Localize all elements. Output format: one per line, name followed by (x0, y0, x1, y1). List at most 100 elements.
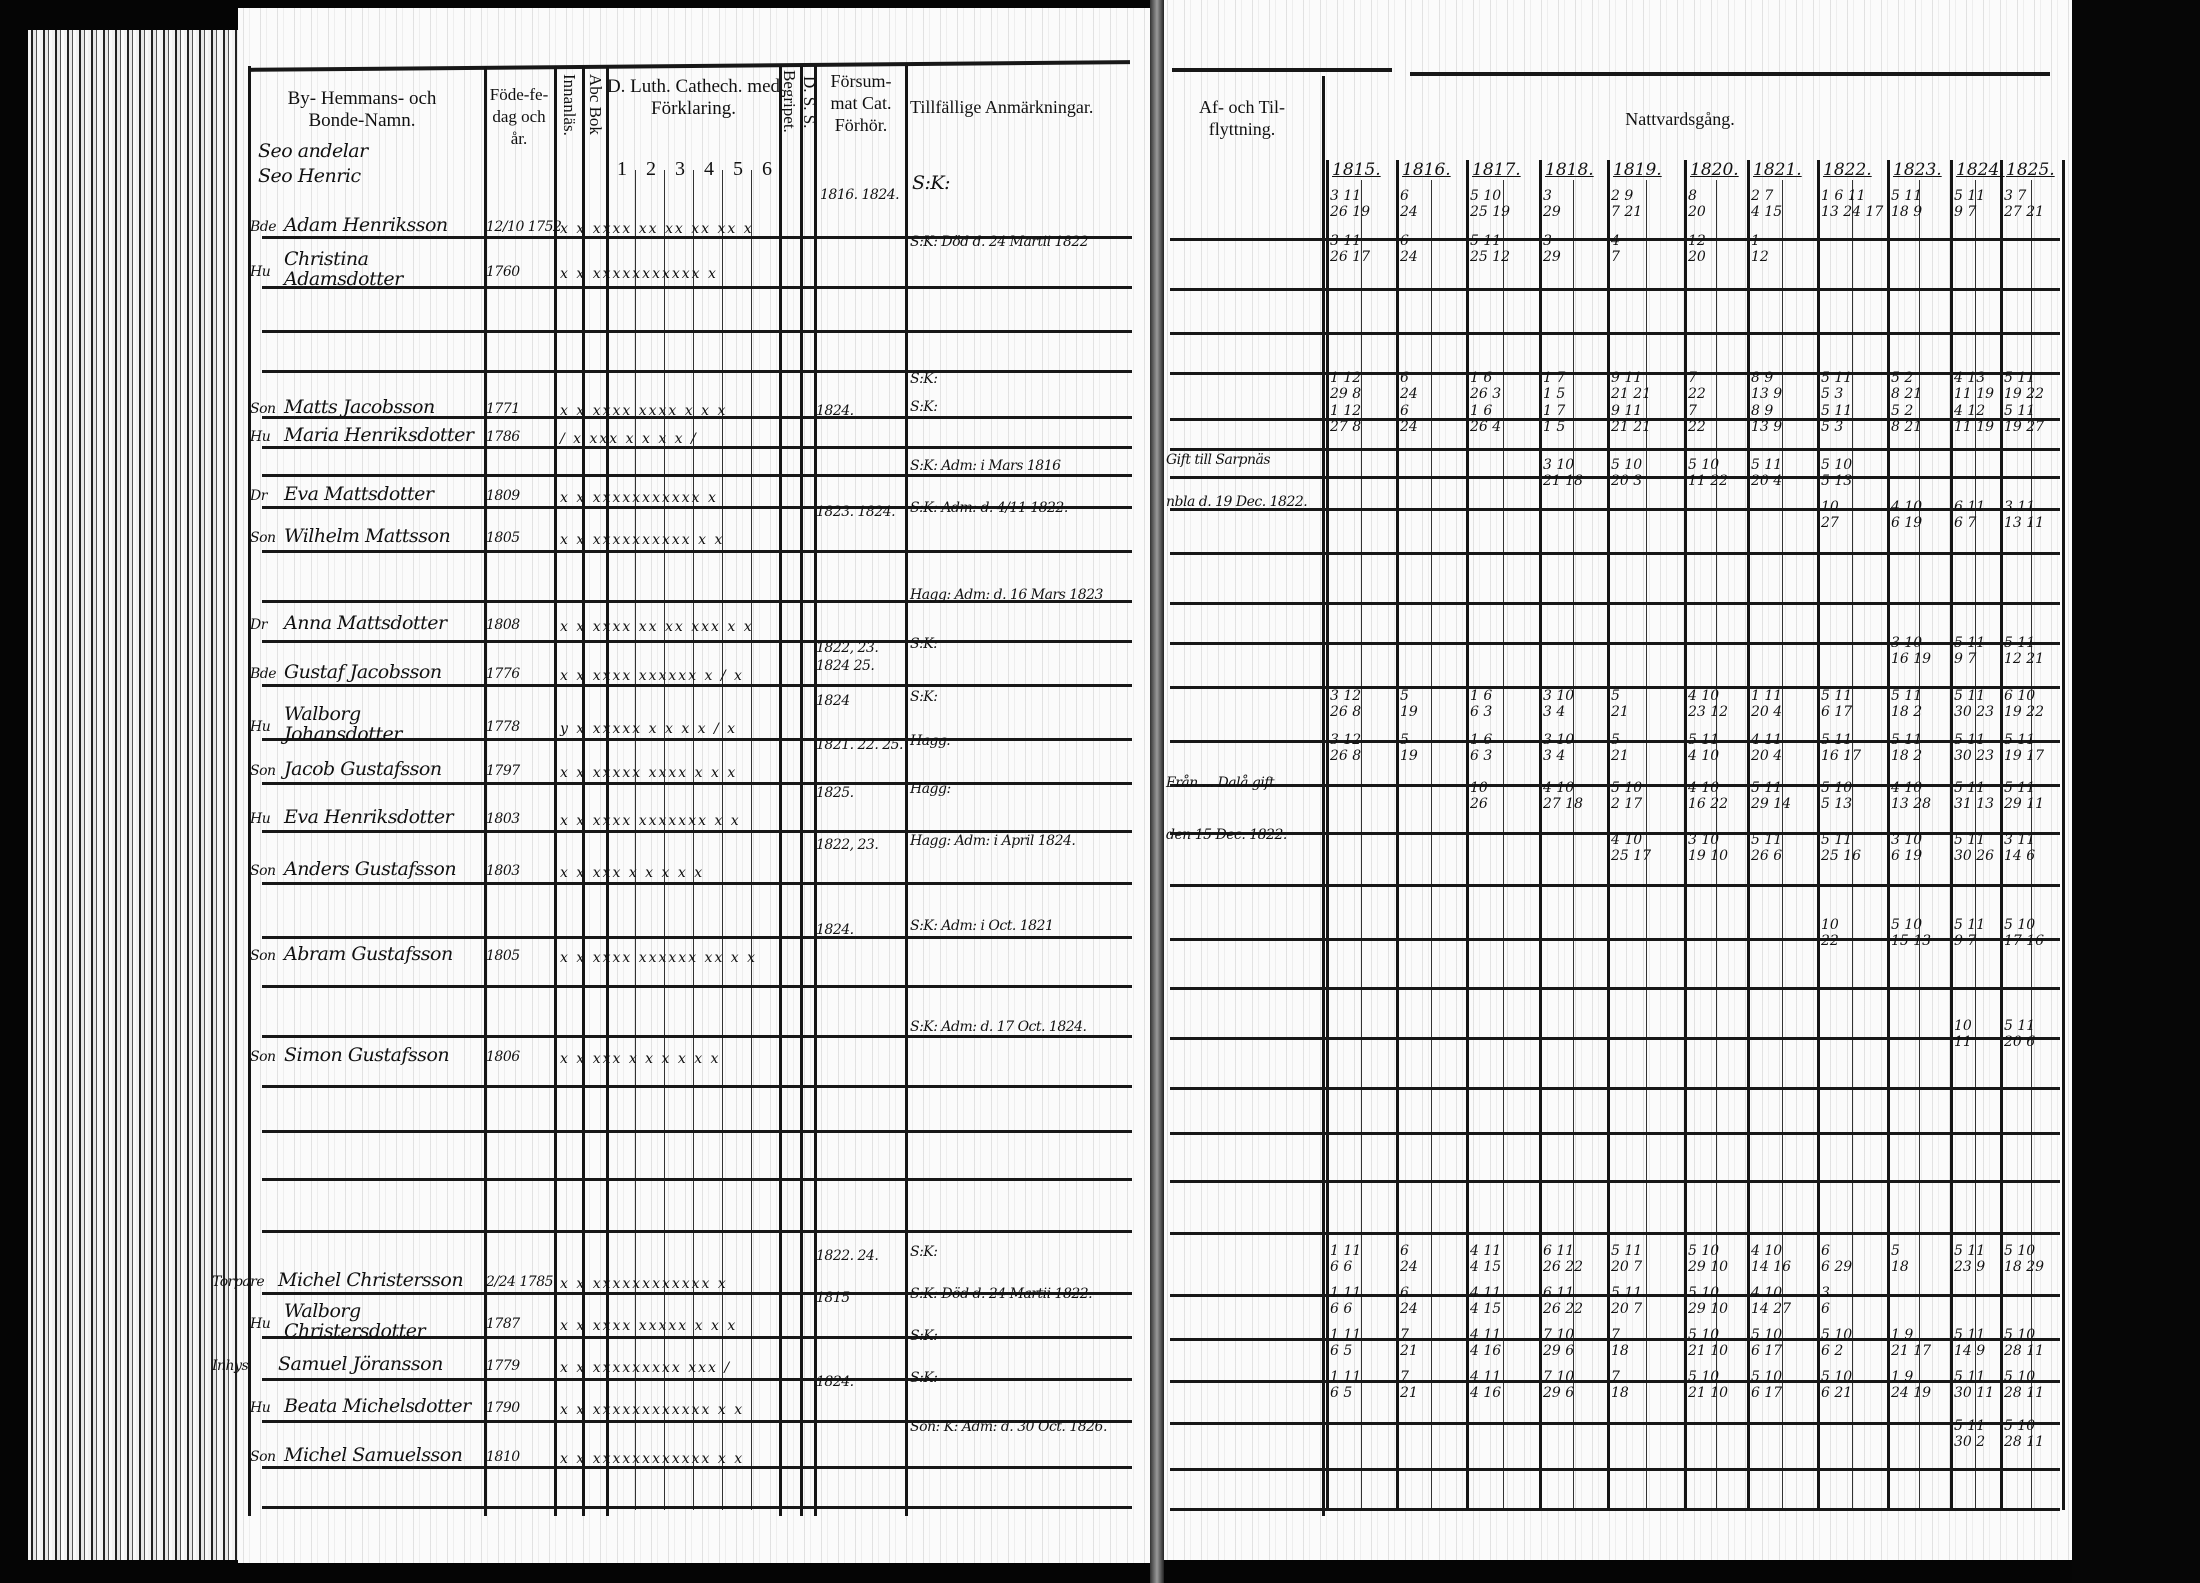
year-header: 1818. (1545, 160, 1594, 180)
communion-date: 5 11 26 6 (1751, 832, 1783, 864)
communion-date: 5 11 14 9 (1954, 1327, 1986, 1359)
communion-date: 4 10 6 19 (1891, 499, 1923, 531)
row-prefix: Hu (250, 811, 271, 827)
reading-marks: x x xxx x x x x x (560, 865, 705, 881)
year-header: 1822. (1823, 160, 1872, 180)
communion-date: 3 11 13 11 (2004, 499, 2045, 531)
header-remarks: Tillfällige Anmärkningar. (910, 97, 1094, 117)
reading-marks: x x xxxxxxxxxxx x (560, 266, 718, 282)
communion-date: 5 10 25 19 (1470, 188, 1511, 220)
communion-date: 1 9 24 19 (1891, 1369, 1932, 1401)
row-rule-right (1170, 602, 2060, 605)
moving-note: nbla d. 19 Dec. 1822. (1166, 494, 1308, 510)
communion-date: 3 29 (1543, 188, 1561, 220)
year-divider (1539, 160, 1542, 1510)
birth-date: 1797 (486, 763, 520, 779)
header-begripet: Begripet. (780, 70, 799, 133)
communion-date: 5 11 20 6 (2004, 1018, 2036, 1050)
year-subdivider (1852, 180, 1853, 1510)
communion-date: 2 9 7 21 (1611, 188, 1643, 220)
row-prefix: Son (250, 1449, 276, 1465)
communion-date: 4 11 4 16 (1470, 1369, 1502, 1401)
communion-date: 5 11 29 11 (2004, 780, 2045, 812)
communion-date: 6 24 (1400, 370, 1418, 402)
communion-date: 1 11 6 5 (1330, 1327, 1362, 1359)
communion-date: 1 6 26 4 (1470, 403, 1502, 435)
right-scan-edge (2072, 0, 2200, 1583)
remark: S:K: (910, 1244, 938, 1260)
catechism-part-number: 5 (733, 158, 743, 180)
communion-date: 3 12 26 8 (1330, 688, 1362, 720)
communion-date: 3 10 19 10 (1688, 832, 1729, 864)
communion-date: 5 10 6 21 (1821, 1369, 1853, 1401)
communion-date: 1 11 6 6 (1330, 1243, 1362, 1275)
row-rule-left (262, 985, 1132, 988)
year-subdivider (1975, 180, 1976, 1510)
person-name: Walborg Christersdotter (284, 1300, 426, 1342)
remark: Hagg: (910, 733, 951, 749)
row-prefix: Son (250, 530, 276, 546)
remark: S:K: (910, 399, 938, 415)
communion-date: 5 11 19 27 (2004, 403, 2045, 435)
person-name: Anna Mattsdotter (284, 612, 447, 634)
catechism-part-number: 6 (762, 158, 772, 180)
communion-date: 6 11 26 22 (1543, 1243, 1584, 1275)
person-name: Samuel Jöransson (278, 1353, 443, 1375)
row-prefix: Son (250, 401, 276, 417)
communion-date: 5 11 19 22 (2004, 370, 2045, 402)
communion-date: 1 12 29 8 (1330, 370, 1362, 402)
communion-date: 5 11 30 11 (1954, 1369, 1995, 1401)
communion-date: 5 11 23 9 (1954, 1243, 1986, 1275)
row-rule-left (262, 1085, 1132, 1088)
communion-date: 5 11 12 21 (2004, 635, 2045, 667)
communion-date: 5 10 28 11 (2004, 1369, 2045, 1401)
communion-date: 3 29 (1543, 233, 1561, 265)
column-divider (814, 66, 817, 1516)
communion-date: 3 10 21 18 (1543, 457, 1584, 489)
communion-date: 7 10 29 6 (1543, 1327, 1575, 1359)
communion-date: 6 24 (1400, 1243, 1418, 1275)
communion-date: 1 6 11 13 24 17 (1821, 188, 1884, 220)
birth-date: 1809 (486, 488, 520, 504)
person-name: Michel Christersson (278, 1269, 464, 1291)
communion-date: 4 13 11 19 (1954, 370, 1995, 402)
communion-date: 5 11 30 23 (1954, 688, 1995, 720)
forsummat-years: 1821. 22. 25. (816, 737, 904, 753)
remark: S:K: (910, 636, 938, 652)
row-prefix: Son (250, 1049, 276, 1065)
row-rule-left (262, 330, 1132, 333)
reading-marks: x x xxxxxxxxxx x x (560, 532, 725, 548)
row-rule-right (1170, 1338, 2060, 1341)
communion-date: 1 11 6 5 (1330, 1369, 1362, 1401)
remark: S:K: Död d. 24 Martii 1822. (910, 1286, 1093, 1302)
communion-date: 5 11 9 7 (1954, 188, 1986, 220)
communion-date: 8 9 13 9 (1751, 370, 1783, 402)
row-rule-left (262, 782, 1132, 785)
communion-date: 4 12 11 19 (1954, 403, 1995, 435)
column-divider (248, 66, 251, 1516)
communion-date: 4 10 23 12 (1688, 688, 1729, 720)
row-rule-left (262, 474, 1132, 477)
row-rule-right (1170, 1380, 2060, 1383)
communion-date: 5 10 6 17 (1751, 1369, 1783, 1401)
remark: S:K: Död d. 24 Martii 1822 (910, 234, 1089, 250)
header-birth: Föde-fe-dag och år. (489, 85, 549, 148)
year-subdivider (1502, 180, 1504, 1510)
communion-date: 1 12 27 8 (1330, 403, 1362, 435)
row-rule-left (262, 1336, 1132, 1339)
year-subdivider (1715, 180, 1717, 1510)
communion-date: 5 10 21 10 (1688, 1369, 1729, 1401)
remark: S:K: (910, 689, 938, 705)
year-subdivider (1431, 180, 1432, 1510)
communion-date: 7 18 (1611, 1327, 1629, 1359)
communion-date: 9 11 21 21 (1611, 370, 1652, 402)
row-rule-left (262, 882, 1132, 885)
person-name: Abram Gustafsson (284, 943, 453, 965)
row-prefix: Son (250, 948, 276, 964)
row-rule-right (1170, 1294, 2060, 1297)
top-rule-moving (1172, 68, 1392, 72)
communion-date: 1 6 26 3 (1470, 370, 1502, 402)
year-divider (1950, 160, 1953, 1510)
forsummat-years: 1824 (816, 693, 850, 709)
moving-note: den 15 Dec. 1822. (1166, 827, 1287, 843)
